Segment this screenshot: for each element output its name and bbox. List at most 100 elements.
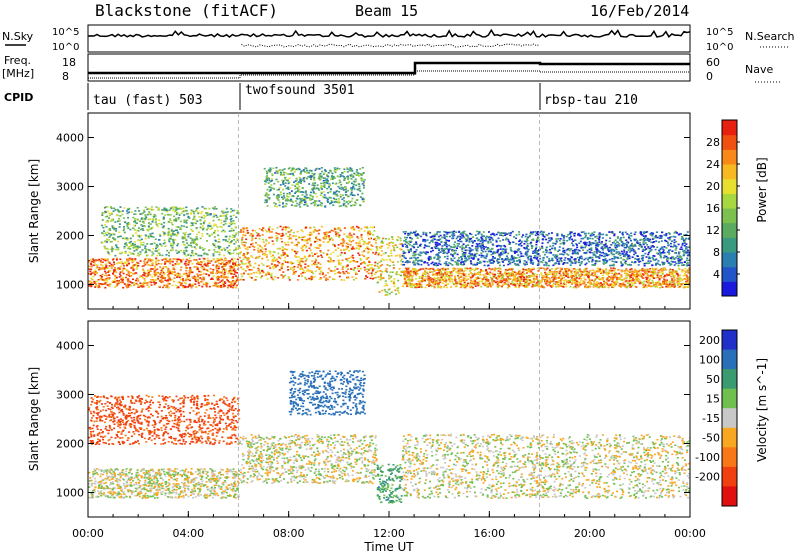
power-cell-band-3: [287, 186, 290, 189]
power-cell-band-0: [219, 259, 222, 261]
power-cell-band-1: [168, 209, 171, 211]
power-cell-band-0: [145, 258, 148, 260]
power-cell-band-5: [608, 271, 611, 274]
power-cell-band-2: [315, 235, 318, 238]
power-cell-band-1: [148, 212, 151, 215]
power-cell-band-5: [463, 286, 466, 289]
power-cell-band-4: [388, 292, 391, 295]
power-cell-band-0: [236, 277, 239, 279]
power-cell-band-0: [188, 275, 190, 277]
power-cell-band-5: [475, 267, 478, 270]
power-cell-band-1: [164, 241, 166, 244]
power-cell-band-2: [304, 276, 307, 279]
power-cell-band-5: [677, 279, 680, 281]
power-cell-band-2: [271, 228, 274, 231]
power-cell-band-2: [317, 262, 320, 264]
power-cell-band-0: [194, 280, 197, 283]
power-cell-band-5: [514, 285, 517, 288]
power-cell-band-2: [316, 266, 319, 268]
power-cell-band-2: [276, 258, 278, 261]
power-cell-band-3: [311, 172, 314, 175]
power-cell-band-5: [494, 274, 497, 277]
power-cell-band-0: [201, 278, 204, 280]
power-cell-band-3: [357, 189, 360, 191]
power-cell-band-5: [678, 268, 681, 271]
power-cell-band-0: [165, 260, 168, 262]
power-cell-band-1: [161, 254, 164, 257]
power-cell-band-2: [265, 243, 268, 245]
power-cell-band-2: [367, 251, 370, 254]
power-cell-band-3: [287, 173, 290, 175]
power-cell-band-2: [322, 241, 325, 243]
power-cell-band-3: [327, 198, 329, 201]
power-cell-band-3: [314, 200, 316, 202]
power-cell-band-1: [110, 207, 113, 210]
power-cell-band-5: [607, 272, 610, 274]
power-cell-band-2: [329, 231, 331, 233]
power-cell-band-5: [515, 271, 517, 274]
power-cell-band-0: [221, 269, 224, 271]
power-cell-band-4: [388, 258, 391, 261]
power-cell-band-0: [94, 285, 97, 287]
power-cell-band-1: [199, 245, 202, 248]
power-cell-band-0: [179, 269, 182, 271]
power-cell-band-5: [548, 278, 551, 280]
power-cell-band-0: [182, 279, 185, 282]
power-cell-band-5: [627, 285, 630, 287]
power-cell-band-3: [313, 201, 316, 204]
power-cell-band-0: [184, 286, 187, 289]
power-cell-band-0: [178, 276, 181, 279]
power-cell-band-0: [217, 279, 220, 281]
power-cell-band-1: [186, 219, 189, 221]
power-cell-band-1: [222, 247, 225, 250]
power-cell-band-5: [564, 279, 567, 281]
power-cell-band-2: [311, 276, 314, 279]
power-cell-band-2: [248, 260, 251, 263]
power-cell-band-1: [176, 244, 179, 247]
power-cell-band-0: [168, 260, 171, 263]
power-cell-band-3: [355, 199, 358, 201]
power-cell-band-5: [608, 276, 611, 278]
power-cell-band-5: [574, 279, 576, 281]
power-cell-band-1: [216, 216, 219, 218]
power-cell-band-1: [129, 245, 132, 247]
power-cell-band-2: [352, 226, 355, 228]
power-cell-band-1: [224, 211, 227, 214]
power-cell-band-5: [641, 270, 644, 272]
power-cell-band-5: [423, 273, 426, 276]
power-cell-band-5: [541, 286, 544, 288]
power-cell-band-4: [387, 238, 390, 240]
power-cell-band-3: [346, 171, 349, 173]
power-cell-band-0: [126, 264, 128, 267]
power-cell-band-3: [278, 188, 280, 191]
power-cell-band-0: [113, 278, 116, 280]
power-cell-band-5: [497, 275, 500, 277]
power-cell-band-2: [271, 278, 274, 280]
power-cell-band-0: [145, 275, 148, 278]
power-cell-band-4: [395, 272, 398, 274]
power-cell-band-5: [455, 282, 458, 285]
power-cell-band-0: [228, 271, 231, 273]
power-cell-band-0: [182, 284, 185, 287]
power-cell-band-2: [342, 241, 345, 243]
power-cell-band-1: [139, 239, 142, 242]
power-cell-band-2: [240, 241, 243, 244]
power-cell-band-1: [224, 239, 227, 241]
power-cell-band-1: [105, 234, 108, 236]
power-cell-band-3: [360, 174, 363, 177]
power-cell-band-1: [144, 218, 147, 220]
power-cell-band-5: [429, 270, 432, 273]
power-cell-band-2: [373, 268, 376, 270]
power-cell-band-2: [251, 235, 254, 237]
power-cell-band-3: [338, 179, 341, 182]
power-cell-band-0: [182, 258, 185, 261]
power-cell-band-2: [273, 258, 275, 261]
power-cell-band-5: [470, 276, 473, 279]
power-cell-band-3: [281, 169, 284, 171]
power-cell-band-5: [501, 285, 503, 288]
power-cell-band-2: [287, 244, 290, 246]
power-cell-band-0: [159, 266, 162, 268]
power-cell-band-0: [103, 267, 106, 269]
power-cell-band-5: [415, 273, 417, 275]
power-cell-band-0: [200, 261, 203, 264]
